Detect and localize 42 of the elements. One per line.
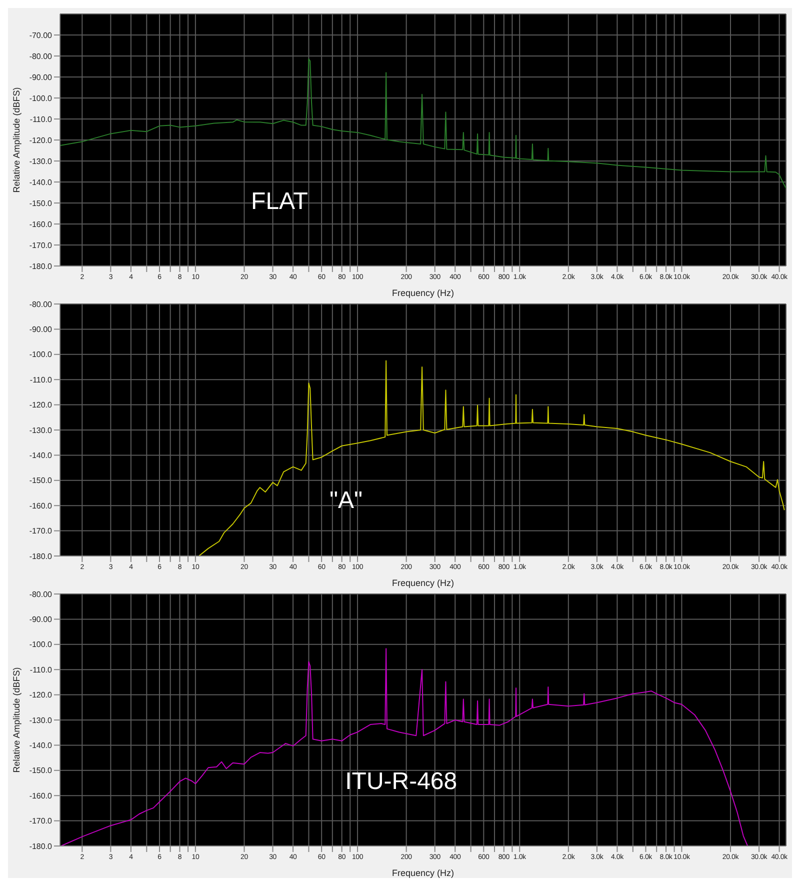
y-tick-label: -130.0 <box>29 156 53 166</box>
y-tick-label: -150.0 <box>29 766 53 776</box>
y-tick-label: -80.00 <box>29 590 53 599</box>
y-tick-label: -120.0 <box>29 136 53 145</box>
y-tick-label: -100.0 <box>29 350 53 360</box>
y-tick-label: -70.00 <box>29 30 53 40</box>
y-tick-label: -80.00 <box>29 52 53 61</box>
y-tick-label: -80.00 <box>29 300 53 309</box>
y-tick-label: -180.0 <box>29 552 53 561</box>
y-tick-label: -150.0 <box>29 476 53 486</box>
annotation: "A" <box>329 486 362 514</box>
y-tick-label: -90.00 <box>29 325 53 334</box>
y-axis-title: Relative Amplitude (dBFS) <box>11 667 22 773</box>
y-tick-label: -100.0 <box>29 94 53 103</box>
y-tick-label: -90.00 <box>29 72 53 82</box>
y-tick-label: -180.0 <box>29 842 53 851</box>
y-tick-label: -170.0 <box>29 240 53 250</box>
y-tick-label: -110.0 <box>30 375 53 384</box>
y-tick-label: -170.0 <box>29 526 53 536</box>
y-tick-label: -140.0 <box>29 451 53 460</box>
y-tick-label: -160.0 <box>29 220 53 229</box>
y-axis-title: Relative Amplitude (dBFS) <box>11 87 22 193</box>
annotation: FLAT <box>251 188 308 216</box>
annotation: ITU-R-468 <box>345 768 458 796</box>
y-tick-label: -120.0 <box>29 400 53 410</box>
y-tick-label: -140.0 <box>29 741 53 750</box>
y-tick-label: -130.0 <box>29 426 53 435</box>
y-tick-label: -130.0 <box>29 716 53 725</box>
y-tick-label: -150.0 <box>29 198 53 208</box>
x-axis-title: Frequency (Hz) <box>392 578 454 588</box>
y-tick-label: -140.0 <box>29 178 53 187</box>
x-axis-title: Frequency (Hz) <box>392 868 454 878</box>
y-tick-label: -110.0 <box>30 114 53 124</box>
y-tick-label: -170.0 <box>29 816 53 826</box>
x-axis-title: Frequency (Hz) <box>392 288 454 298</box>
y-tick-label: -180.0 <box>29 262 53 271</box>
y-tick-label: -160.0 <box>29 501 53 510</box>
y-tick-label: -120.0 <box>29 690 53 700</box>
y-tick-label: -110.0 <box>30 665 53 674</box>
y-tick-label: -100.0 <box>29 640 53 650</box>
y-tick-label: -160.0 <box>29 791 53 800</box>
y-tick-label: -90.00 <box>29 615 53 624</box>
